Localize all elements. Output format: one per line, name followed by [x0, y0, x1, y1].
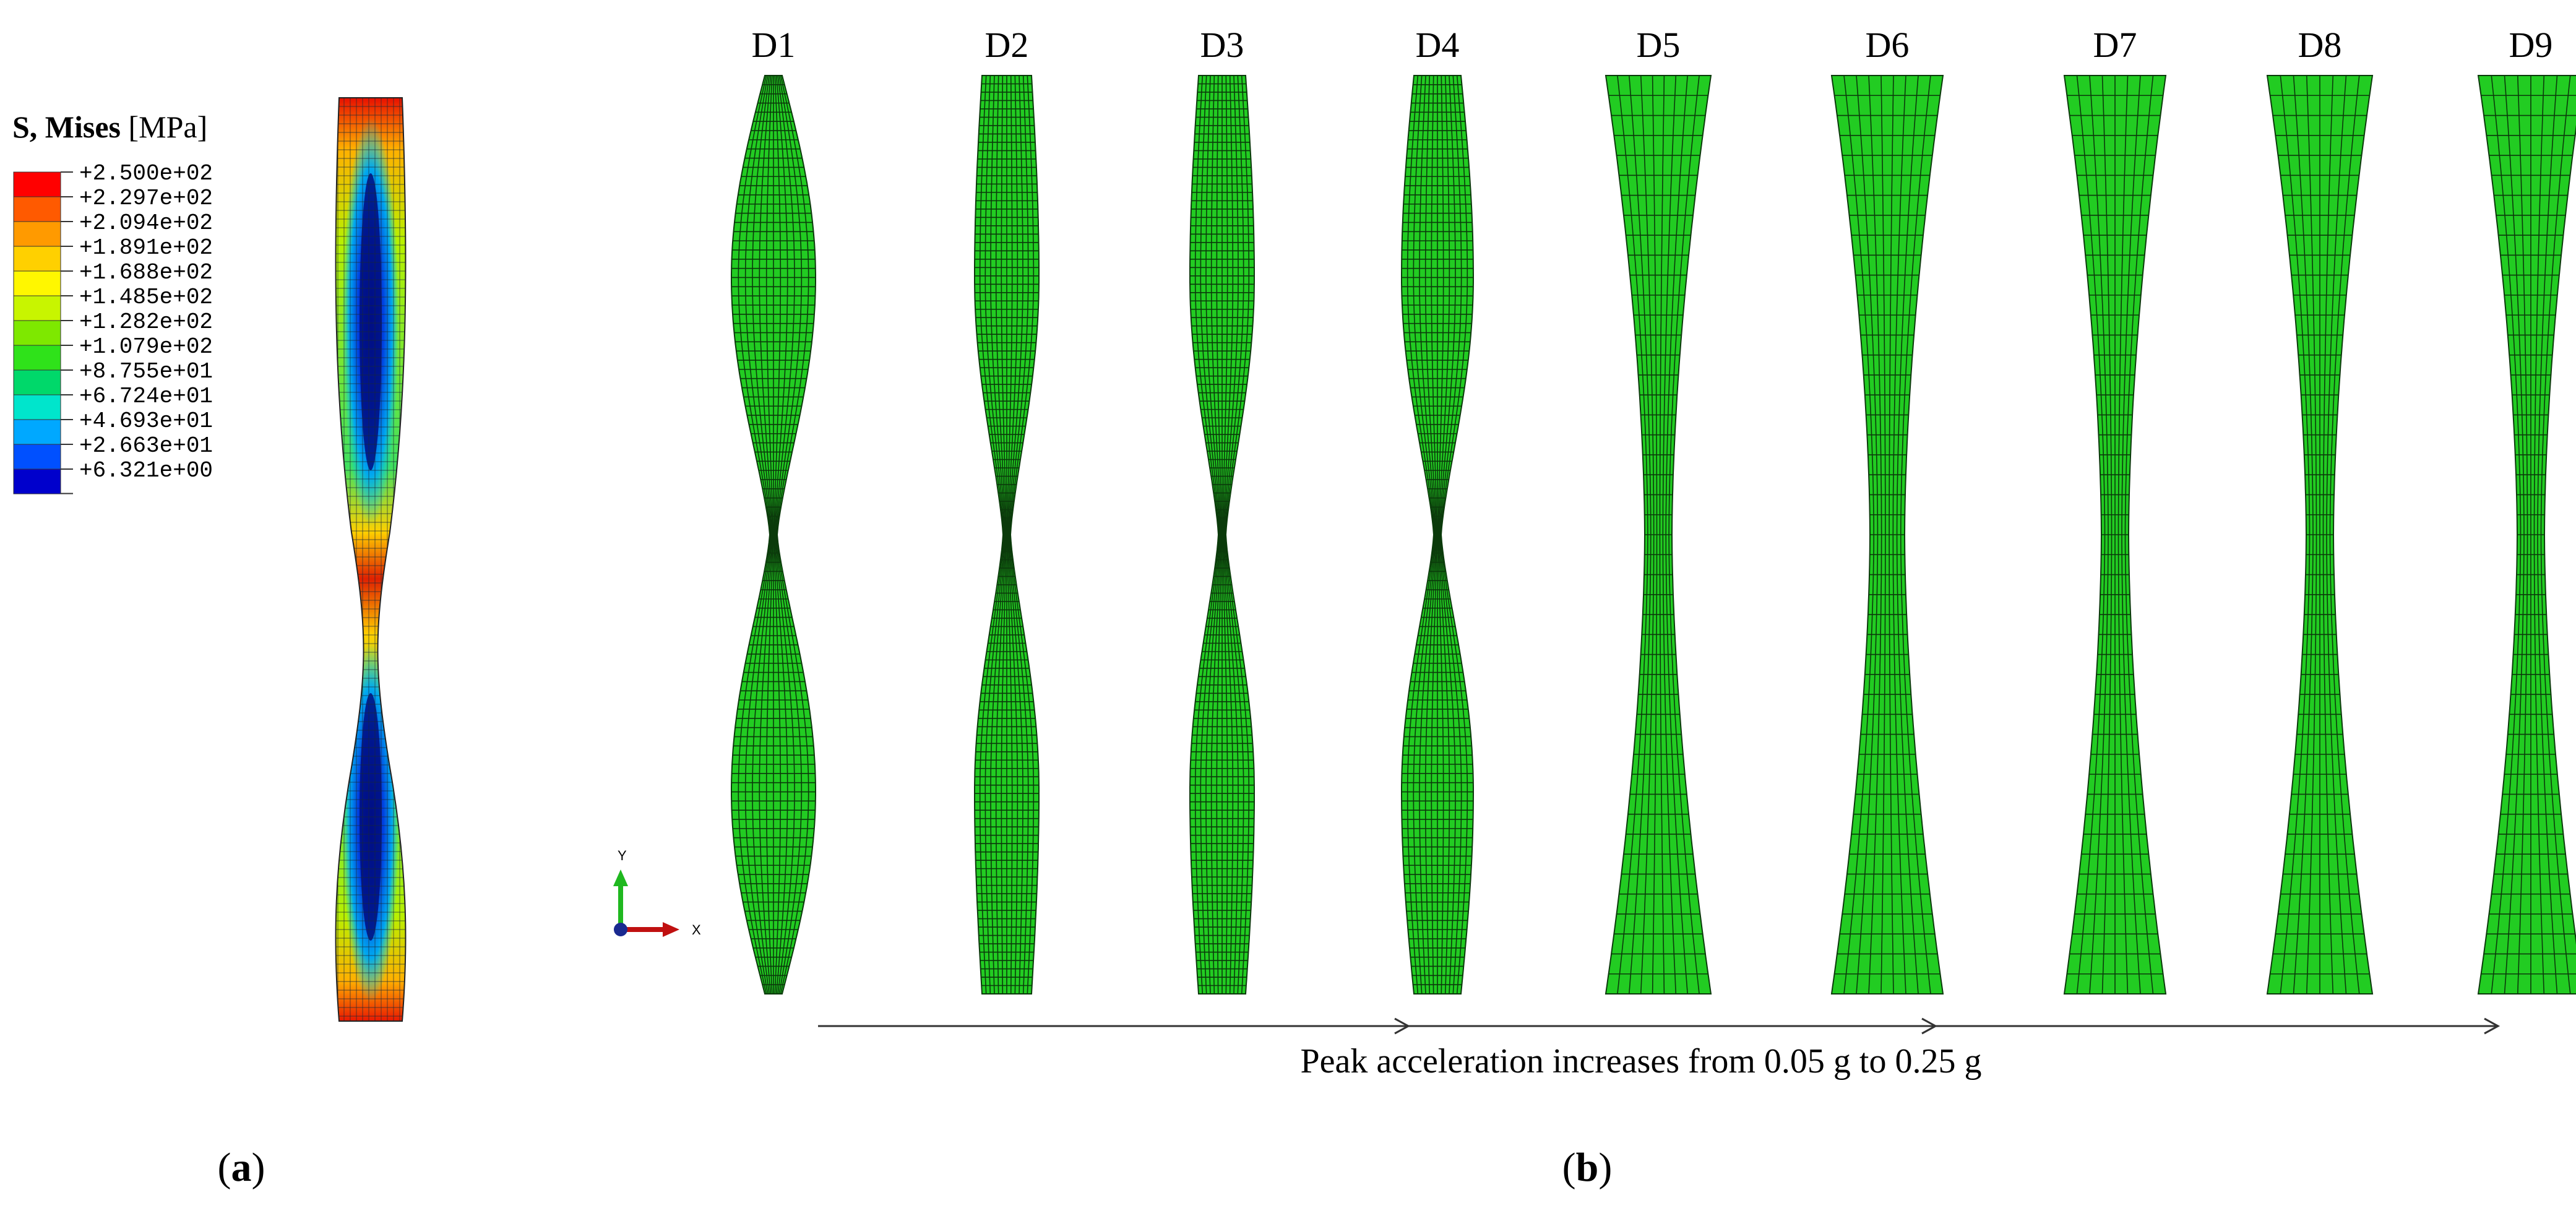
arrow-caption: Peak acceleration increases from 0.05 g …	[1301, 1042, 1982, 1081]
x-axis-label: X	[692, 922, 701, 938]
arrowhead-1	[1394, 1017, 1411, 1035]
specimen-d1	[731, 75, 816, 994]
legend-swatch	[13, 246, 61, 272]
legend-title: S, Mises [MPa]	[12, 110, 207, 144]
specimen-label: D4	[1416, 25, 1460, 65]
legend-label: +1.688e+02	[79, 260, 213, 285]
legend-label: +1.891e+02	[79, 235, 213, 261]
origin-dot	[614, 923, 627, 936]
legend-swatch	[13, 444, 61, 470]
specimen-d6	[1830, 75, 1944, 994]
specimen-d8	[2266, 75, 2374, 994]
legend-swatch	[13, 270, 61, 296]
legend-swatch	[13, 468, 61, 494]
legend-swatch	[13, 320, 61, 346]
legend-swatch	[13, 295, 61, 321]
legend-label: +2.663e+01	[79, 433, 213, 459]
arrowhead-2	[1921, 1017, 1938, 1035]
specimen-label: D3	[1200, 25, 1244, 65]
specimen-label: D8	[2298, 25, 2342, 65]
specimen-label: D9	[2509, 25, 2553, 65]
legend-swatch	[13, 419, 61, 445]
specimen-d5	[1605, 75, 1712, 994]
legend-label: +2.500e+02	[79, 161, 213, 186]
specimen-d7	[2063, 75, 2167, 994]
x-axis-arrowhead	[663, 922, 679, 937]
legend-label: +8.755e+01	[79, 359, 213, 384]
specimen-d3	[1189, 75, 1255, 994]
arrowhead-3	[2484, 1017, 2501, 1035]
specimen-d4	[1401, 75, 1474, 994]
specimen-label: D1	[752, 25, 796, 65]
specimen-label: D7	[2093, 25, 2137, 65]
legend-swatch	[13, 394, 61, 420]
y-axis-arrowhead	[613, 869, 628, 886]
y-axis-label: Y	[618, 848, 627, 863]
specimen-meshes: D1 D2 D3 D4 D5 D6 D7 D8 D9	[731, 25, 2576, 994]
panel-label-b: (b)	[1562, 1145, 1613, 1190]
legend-label: +6.724e+01	[79, 384, 213, 409]
legend-swatch	[13, 196, 61, 222]
specimen-d2	[974, 75, 1040, 994]
acceleration-arrow: Peak acceleration increases from 0.05 g …	[818, 1017, 2501, 1081]
legend-label: +1.079e+02	[79, 334, 213, 360]
panel-label-a: (a)	[218, 1145, 265, 1190]
legend-swatch	[13, 171, 61, 197]
legend-swatch	[13, 221, 61, 247]
stress-contour-specimen	[335, 97, 407, 1022]
legend-swatch	[13, 369, 61, 395]
stress-legend: S, Mises [MPa] +2.500e+02+2.297e+02+2.09…	[12, 110, 213, 494]
legend-label: +2.094e+02	[79, 210, 213, 236]
legend-swatch	[13, 345, 61, 371]
legend-label: +1.485e+02	[79, 285, 213, 310]
legend-label: +4.693e+01	[79, 408, 213, 434]
legend-label: +2.297e+02	[79, 186, 213, 211]
coordinate-triad: Y X	[613, 848, 701, 938]
specimen-d9	[2477, 75, 2576, 994]
specimen-label: D2	[985, 25, 1029, 65]
specimen-label: D6	[1866, 25, 1910, 65]
legend-label: +6.321e+00	[79, 458, 213, 483]
specimen-label: D5	[1637, 25, 1681, 65]
legend-label: +1.282e+02	[79, 309, 213, 335]
